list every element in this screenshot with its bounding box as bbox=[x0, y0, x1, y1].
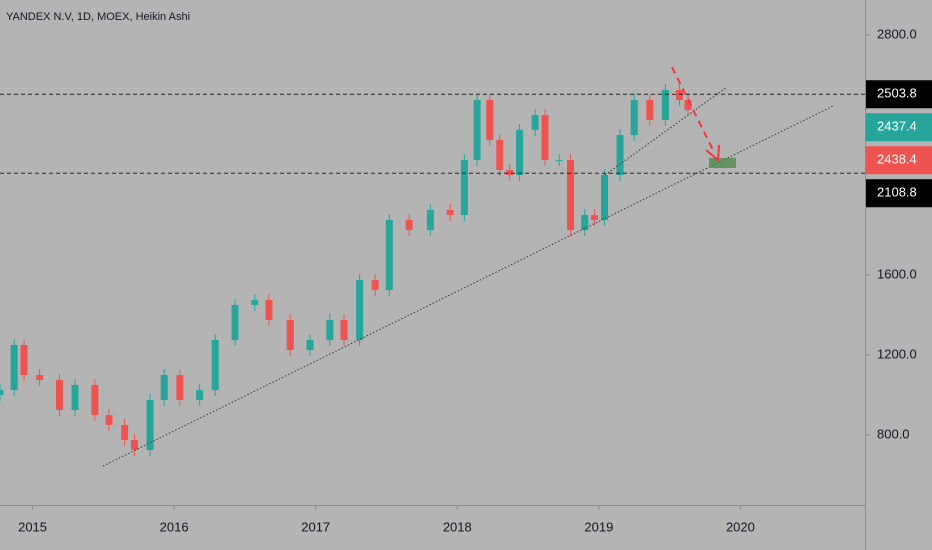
candle-body bbox=[130, 440, 138, 450]
candle-body bbox=[385, 220, 393, 290]
candle-body bbox=[516, 130, 524, 175]
candle-body bbox=[105, 415, 113, 425]
x-tick-label: 2015 bbox=[18, 519, 47, 534]
candle-body bbox=[371, 280, 379, 290]
x-tick-label: 2020 bbox=[726, 519, 755, 534]
y-tick-label: 2800.0 bbox=[877, 26, 917, 41]
price-label: 2503.8 bbox=[877, 86, 917, 101]
candle-body bbox=[286, 320, 294, 350]
candle-body bbox=[661, 90, 669, 120]
candle-body bbox=[231, 305, 239, 340]
candle-body bbox=[460, 160, 468, 215]
candle-body bbox=[91, 385, 99, 415]
candle-body bbox=[0, 390, 4, 395]
candle-body bbox=[496, 140, 504, 170]
y-tick-label: 1200.0 bbox=[877, 346, 917, 361]
x-tick-label: 2019 bbox=[584, 519, 613, 534]
price-label: 2437.4 bbox=[877, 119, 917, 134]
candle-body bbox=[71, 385, 79, 410]
candle-body bbox=[340, 320, 348, 340]
candle-body bbox=[146, 400, 154, 450]
target-box bbox=[709, 158, 736, 168]
candle-body bbox=[251, 300, 259, 305]
candle-body bbox=[486, 100, 494, 140]
candle-body bbox=[20, 345, 28, 375]
candle-body bbox=[196, 390, 204, 400]
y-tick-label: 1600.0 bbox=[877, 266, 917, 281]
trend-line bbox=[102, 105, 834, 467]
candle-body bbox=[306, 340, 314, 350]
x-tick-label: 2016 bbox=[160, 519, 189, 534]
candle-body bbox=[405, 220, 413, 230]
candle-body bbox=[506, 170, 514, 175]
price-label: 2438.4 bbox=[877, 152, 917, 167]
candle-body bbox=[265, 300, 273, 320]
candle-body bbox=[356, 280, 364, 340]
candle-body bbox=[591, 215, 599, 220]
candle-body bbox=[630, 100, 638, 135]
trend-line bbox=[604, 86, 728, 176]
candle-body bbox=[446, 210, 454, 215]
candle-body bbox=[676, 90, 684, 100]
x-tick-label: 2018 bbox=[443, 519, 472, 534]
candle-body bbox=[55, 380, 63, 410]
chart-title: YANDEX N.V, 1D, MOEX, Heikin Ashi bbox=[6, 11, 190, 23]
price-label-bg bbox=[866, 113, 932, 142]
candle-body bbox=[426, 210, 434, 230]
x-tick-label: 2017 bbox=[301, 519, 330, 534]
price-label: 2108.8 bbox=[877, 185, 917, 200]
y-tick-label: 800.0 bbox=[877, 426, 910, 441]
candle-body bbox=[581, 215, 589, 230]
price-label-bg bbox=[866, 80, 932, 109]
candle-body bbox=[121, 425, 129, 440]
candle-body bbox=[160, 375, 168, 400]
candle-body bbox=[10, 345, 18, 390]
candle-body bbox=[176, 375, 184, 400]
candle-body bbox=[36, 375, 44, 380]
candle-body bbox=[684, 100, 692, 110]
candle-body bbox=[531, 115, 539, 130]
arrow-head bbox=[705, 144, 720, 163]
candle-body bbox=[601, 175, 609, 220]
candle-body bbox=[555, 160, 563, 161]
plot bbox=[0, 84, 692, 456]
candle-body bbox=[567, 160, 575, 230]
candle-body bbox=[473, 100, 481, 160]
price-label-bg bbox=[866, 179, 932, 208]
candle-body bbox=[646, 100, 654, 120]
candle-body bbox=[616, 135, 624, 175]
arrow bbox=[671, 66, 715, 153]
price-label-bg bbox=[866, 146, 932, 175]
candle-body bbox=[326, 320, 334, 340]
candle-body bbox=[541, 115, 549, 160]
candle-body bbox=[211, 340, 219, 390]
